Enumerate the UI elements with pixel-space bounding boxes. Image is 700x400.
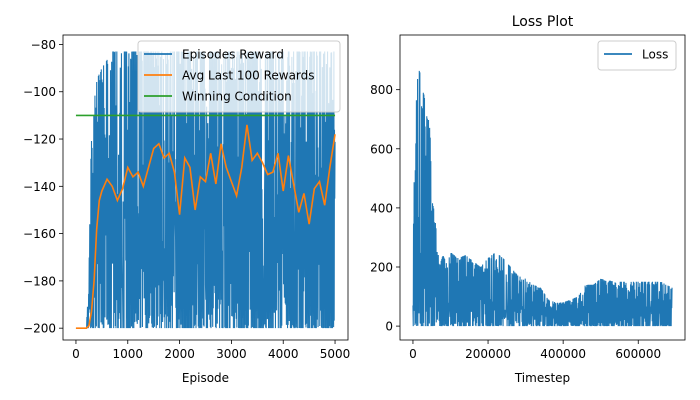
reward-legend: Episodes Reward Avg Last 100 Rewards Winni… <box>137 40 341 113</box>
loss-x-tick-label: 0 <box>409 347 417 361</box>
loss-x-tick-label: 400000 <box>540 347 586 361</box>
reward-y-tick-label: −80 <box>31 38 56 52</box>
reward-x-tick-label: 0 <box>72 347 80 361</box>
loss-legend: Loss <box>597 40 677 71</box>
loss-legend-label: Loss <box>642 48 668 62</box>
loss-chart: 0 200000 400000 600000 0 200 400 600 800 Loss P… <box>370 14 686 385</box>
reward-y-tick-label: −180 <box>23 274 56 288</box>
reward-series-1 <box>75 124 336 329</box>
loss-title: Loss Plot <box>512 14 574 30</box>
loss-series-layer <box>412 70 673 327</box>
loss-y-tick-label: 0 <box>385 320 393 334</box>
loss-y-ticks: 0 200 400 600 800 <box>370 83 400 334</box>
loss-x-ticks: 0 200000 400000 600000 <box>409 340 661 361</box>
reward-x-ticks: 0 1000 2000 3000 4000 5000 <box>72 340 350 361</box>
reward-y-tick-label: −140 <box>23 180 56 194</box>
reward-y-ticks: −200 −180 −160 −140 −120 −100 −80 <box>23 38 63 336</box>
loss-y-tick-label: 400 <box>370 201 393 215</box>
reward-plot-frame <box>62 34 349 341</box>
loss-plot-frame <box>399 34 686 341</box>
reward-series-line <box>75 124 336 329</box>
reward-x-tick-label: 3000 <box>216 347 247 361</box>
loss-series-line <box>412 70 673 327</box>
loss-y-tick-label: 200 <box>370 261 393 275</box>
reward-x-tick-label: 5000 <box>320 347 351 361</box>
reward-legend-label: Winning Condition <box>182 90 292 104</box>
loss-y-tick-label: 800 <box>370 83 393 97</box>
reward-legend-label: Avg Last 100 Rewards <box>182 69 315 83</box>
reward-x-tick-label: 1000 <box>112 347 143 361</box>
loss-x-axis-label: Timestep <box>514 371 570 385</box>
reward-y-tick-label: −160 <box>23 227 56 241</box>
loss-legend-box <box>597 40 677 71</box>
reward-chart: 0 1000 2000 3000 4000 5000 −200 −180 −160 −140 −1… <box>23 34 350 385</box>
reward-y-tick-label: −200 <box>23 322 56 336</box>
reward-y-tick-label: −120 <box>23 133 56 147</box>
loss-series-0 <box>412 70 673 327</box>
reward-y-tick-label: −100 <box>23 85 56 99</box>
loss-x-tick-label: 200000 <box>465 347 511 361</box>
reward-x-tick-label: 2000 <box>164 347 195 361</box>
reward-x-tick-label: 4000 <box>268 347 299 361</box>
reward-legend-label: Episodes Reward <box>182 48 284 62</box>
loss-y-tick-label: 600 <box>370 142 393 156</box>
reward-legend-box <box>137 40 341 113</box>
reward-x-axis-label: Episode <box>182 371 229 385</box>
loss-x-tick-label: 600000 <box>615 347 661 361</box>
